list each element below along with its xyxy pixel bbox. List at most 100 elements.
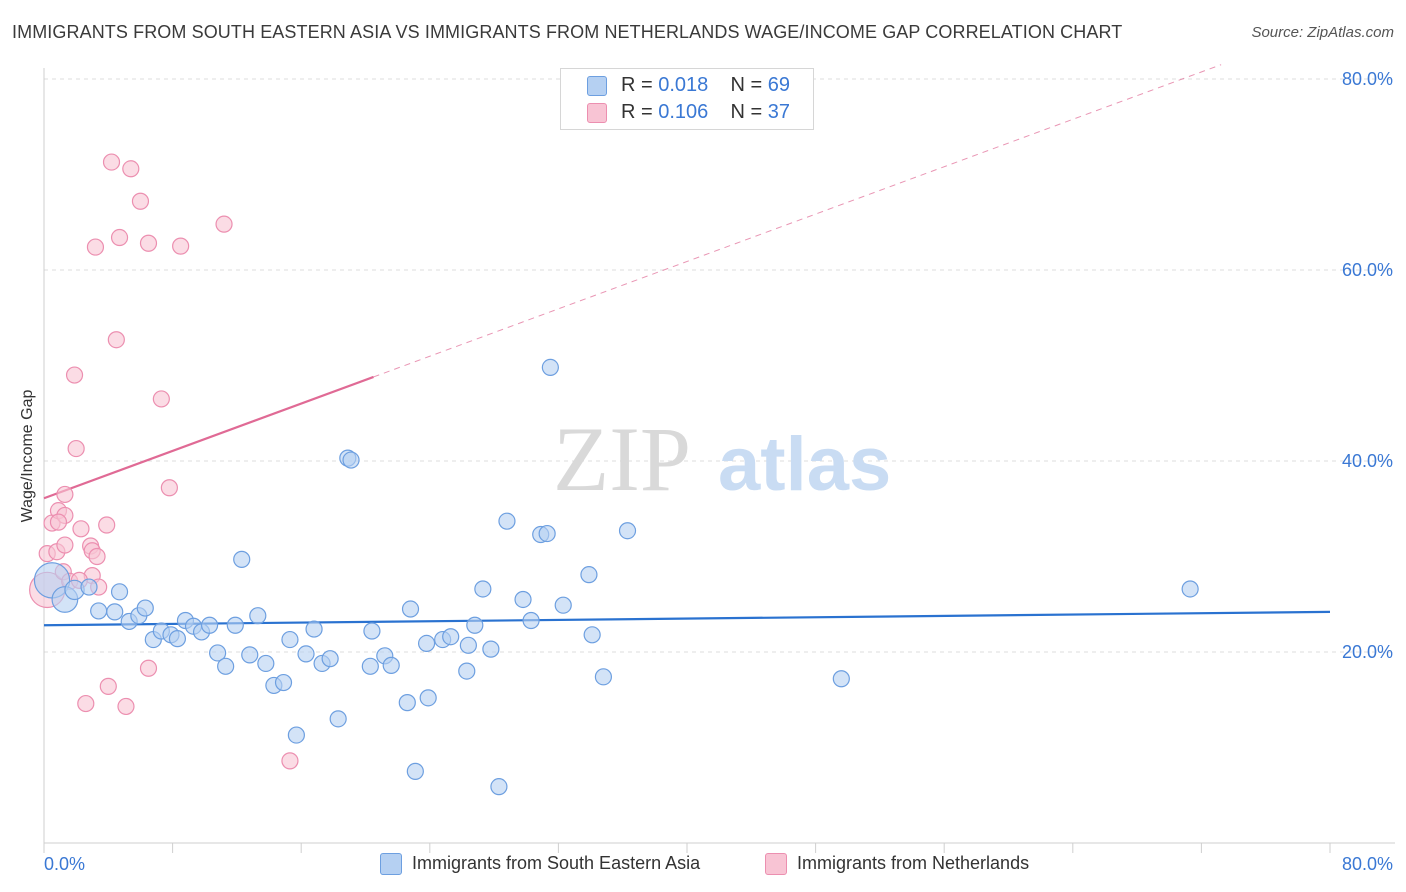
chart-title: IMMIGRANTS FROM SOUTH EASTERN ASIA VS IM…	[12, 22, 1123, 42]
netherlands-point-8	[56, 485, 74, 504]
x-tick-label-80: 80.0%	[1342, 854, 1393, 874]
netherlands-point-27	[139, 659, 158, 677]
netherlands-point-36	[49, 513, 68, 531]
sea-point-36	[361, 657, 379, 675]
watermark: ZIP atlas	[553, 408, 891, 510]
netherlands-point-28	[139, 234, 158, 252]
netherlands-point-33	[281, 752, 299, 770]
sea-point-6	[110, 583, 129, 601]
sea-point-61	[583, 626, 601, 644]
sea-point-63	[618, 522, 637, 540]
legend-n-label: N =	[730, 74, 768, 96]
sea-point-39	[382, 656, 400, 674]
sea-point-17	[200, 616, 219, 634]
tick-labels: 20.0% 40.0% 60.0% 80.0% 0.0% 80.0%	[44, 69, 1393, 874]
sea-point-42	[406, 762, 424, 780]
trend-lines	[43, 64, 1331, 627]
trend-extension-netherlands	[373, 64, 1222, 378]
sea-point-33	[329, 710, 347, 728]
sea-point-18	[209, 644, 227, 662]
axes	[43, 68, 1395, 853]
netherlands-point-6	[56, 536, 74, 554]
sea-point-44	[419, 689, 437, 707]
netherlands-point-22	[107, 331, 125, 349]
sea-point-50	[474, 580, 492, 598]
sea-point-62	[594, 668, 613, 686]
sea-point-30	[305, 620, 323, 638]
y-tick-label-80: 80.0%	[1342, 69, 1393, 89]
sea-point-46	[442, 628, 460, 646]
sea-point-26	[274, 673, 293, 692]
watermark-zip: ZIP	[553, 408, 691, 510]
sea-point-9	[136, 599, 154, 617]
legend-r-value-sea: 0.018	[658, 74, 709, 96]
netherlands-point-19	[98, 516, 116, 534]
netherlands-point-18	[86, 238, 105, 256]
netherlands-point-17	[88, 547, 106, 566]
sea-point-4	[106, 603, 124, 621]
sea-point-54	[514, 590, 532, 609]
sea-point-41	[401, 600, 420, 618]
sea-points	[33, 358, 1199, 796]
sea-point-51	[482, 640, 500, 658]
sea-point-37	[363, 622, 381, 640]
legend-n-label: N =	[730, 101, 768, 123]
watermark-atlas: atlas	[718, 422, 891, 507]
legend-r-label: R =	[621, 101, 659, 123]
sea-point-5	[90, 602, 108, 620]
sea-point-47	[458, 662, 476, 680]
sea-point-53	[498, 512, 516, 530]
sea-point-55	[522, 611, 540, 630]
sea-point-27	[281, 630, 299, 649]
legend-n-value-netherlands: 37	[767, 101, 791, 123]
netherlands-point-29	[152, 390, 170, 408]
sea-point-48	[459, 636, 477, 654]
bottom-legend-swatch-netherlands	[765, 853, 787, 875]
netherlands-point-24	[117, 697, 135, 716]
netherlands-point-21	[102, 153, 121, 171]
legend-r-label: R =	[621, 74, 659, 96]
x-tick-label-0: 0.0%	[44, 854, 85, 874]
sea-point-35	[342, 451, 360, 469]
bottom-legend-label-netherlands: Immigrants from Netherlands	[797, 853, 1030, 873]
netherlands-point-20	[99, 677, 117, 695]
sea-point-13	[168, 630, 187, 648]
legend-r-value-netherlands: 0.106	[658, 101, 709, 123]
netherlands-point-32	[215, 215, 233, 233]
y-tick-label-40: 40.0%	[1342, 451, 1393, 471]
sea-point-29	[297, 645, 315, 663]
sea-point-24	[257, 654, 275, 673]
sea-point-65	[1181, 580, 1199, 598]
bottom-legend-label-sea: Immigrants from South Eastern Asia	[412, 853, 701, 873]
sea-point-23	[249, 607, 267, 625]
sea-point-21	[233, 550, 251, 568]
netherlands-point-11	[67, 439, 85, 458]
sea-point-20	[226, 616, 244, 634]
netherlands-point-30	[160, 479, 178, 497]
sea-point-3	[80, 578, 98, 596]
sea-point-22	[241, 646, 259, 664]
sea-point-32	[321, 650, 339, 668]
legend-n-value-sea: 69	[767, 74, 791, 96]
source-credit: Source: ZipAtlas.com	[1251, 24, 1394, 41]
netherlands-point-26	[131, 192, 150, 210]
netherlands-point-10	[65, 366, 84, 384]
sea-point-60	[580, 566, 598, 584]
sea-point-57	[538, 524, 556, 543]
sea-point-43	[417, 634, 436, 653]
netherlands-point-12	[72, 520, 90, 538]
netherlands-point-15	[77, 694, 95, 713]
netherlands-point-23	[110, 228, 129, 247]
y-tick-label-20: 20.0%	[1342, 642, 1393, 662]
y-tick-label-60: 60.0%	[1342, 260, 1393, 280]
legend-swatch-netherlands	[587, 103, 607, 123]
correlation-legend: R = 0.018 N = 69 R = 0.106 N = 37	[560, 68, 814, 130]
sea-point-59	[554, 596, 572, 614]
legend-swatch-sea	[587, 76, 607, 96]
sea-point-28	[287, 726, 305, 744]
sea-point-19	[217, 657, 235, 675]
sea-point-40	[398, 694, 416, 712]
netherlands-point-31	[172, 237, 190, 255]
bottom-legend-swatch-sea	[380, 853, 402, 875]
